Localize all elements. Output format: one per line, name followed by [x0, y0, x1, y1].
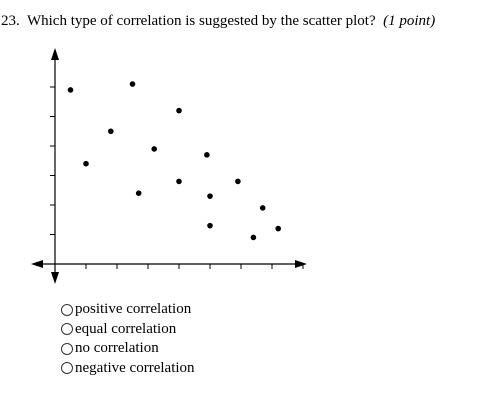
radio-button[interactable]	[61, 342, 73, 355]
data-point	[259, 205, 266, 211]
data-point	[204, 152, 210, 158]
data-point	[250, 234, 257, 241]
plot-axes	[31, 48, 307, 284]
option-label: no correlation	[75, 340, 159, 357]
radio-button[interactable]	[61, 303, 73, 316]
question-prompt: Which type of correlation is suggested b…	[26, 13, 376, 29]
data-point	[67, 87, 74, 93]
plot-points	[67, 81, 282, 241]
data-point	[207, 222, 213, 229]
option-label: equal correlation	[75, 320, 177, 337]
data-point	[207, 193, 213, 199]
data-point	[129, 81, 136, 87]
data-point	[176, 178, 182, 185]
option-label: negative correlation	[75, 359, 195, 376]
y-axis-up-arrow	[51, 48, 59, 60]
data-point	[176, 107, 182, 114]
option-no-correlation[interactable]: no correlation	[60, 339, 195, 359]
option-equal-correlation[interactable]: equal correlation	[60, 320, 195, 340]
question-text: 23. Which type of correlation is suggest…	[1, 12, 435, 30]
data-point	[275, 225, 282, 232]
data-point	[135, 190, 142, 196]
data-point	[151, 146, 157, 152]
x-axis-left-arrow	[31, 260, 43, 268]
data-point	[235, 178, 241, 185]
y-axis-down-arrow	[51, 272, 59, 284]
data-point	[83, 160, 89, 167]
question-number: 23.	[1, 13, 20, 29]
radio-button[interactable]	[61, 323, 73, 336]
plot-ticks	[50, 86, 304, 269]
radio-button[interactable]	[61, 362, 73, 375]
answer-options: positive correlation equal correlation n…	[60, 300, 195, 378]
data-point	[108, 128, 114, 135]
option-negative-correlation[interactable]: negative correlation	[60, 359, 195, 379]
x-axis-right-arrow	[295, 260, 307, 268]
scatter-plot	[31, 48, 307, 284]
option-positive-correlation[interactable]: positive correlation	[60, 300, 195, 320]
question-points: (1 point)	[383, 13, 436, 29]
option-label: positive correlation	[75, 301, 192, 318]
